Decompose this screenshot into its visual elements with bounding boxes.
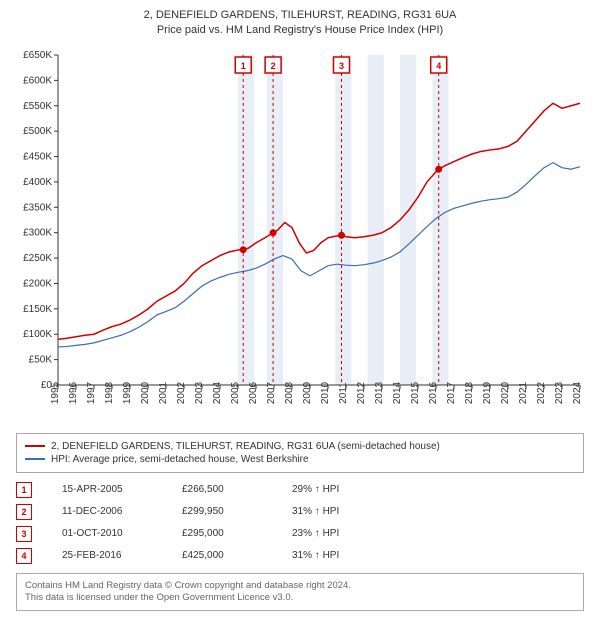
transaction-price: £425,000	[182, 550, 262, 561]
transaction-row: 1 15-APR-2005 £266,500 29% ↑ HPI	[16, 479, 584, 501]
legend-row: HPI: Average price, semi-detached house,…	[25, 453, 575, 466]
footer-line1: Contains HM Land Registry data © Crown c…	[25, 580, 575, 592]
legend: 2, DENEFIELD GARDENS, TILEHURST, READING…	[16, 433, 584, 473]
svg-text:£600K: £600K	[23, 75, 52, 86]
svg-text:£450K: £450K	[23, 151, 52, 162]
svg-text:£50K: £50K	[29, 354, 53, 365]
transaction-date: 01-OCT-2010	[62, 528, 152, 539]
transaction-price: £299,950	[182, 506, 262, 517]
title-line2: Price paid vs. HM Land Registry's House …	[8, 23, 592, 38]
svg-text:£550K: £550K	[23, 101, 52, 112]
transaction-row: 4 25-FEB-2016 £425,000 31% ↑ HPI	[16, 545, 584, 567]
svg-text:4: 4	[436, 61, 441, 71]
transaction-diff: 31% ↑ HPI	[292, 550, 372, 561]
svg-text:£650K: £650K	[23, 50, 52, 61]
transaction-row: 2 11-DEC-2006 £299,950 31% ↑ HPI	[16, 501, 584, 523]
transaction-row: 3 01-OCT-2010 £295,000 23% ↑ HPI	[16, 523, 584, 545]
legend-swatch	[25, 445, 45, 447]
transactions-table: 1 15-APR-2005 £266,500 29% ↑ HPI 2 11-DEC-200…	[16, 479, 584, 567]
legend-row: 2, DENEFIELD GARDENS, TILEHURST, READING…	[25, 440, 575, 453]
transaction-price: £266,500	[182, 484, 262, 495]
transaction-diff: 29% ↑ HPI	[292, 484, 372, 495]
transaction-date: 11-DEC-2006	[62, 506, 152, 517]
price-chart: £0£50K£100K£150K£200K£250K£300K£350K£400…	[10, 45, 590, 425]
legend-swatch	[25, 458, 45, 460]
transaction-diff: 31% ↑ HPI	[292, 506, 372, 517]
svg-text:1: 1	[241, 61, 246, 71]
svg-text:£350K: £350K	[23, 202, 52, 213]
svg-text:£150K: £150K	[23, 304, 52, 315]
transaction-price: £295,000	[182, 528, 262, 539]
title-line1: 2, DENEFIELD GARDENS, TILEHURST, READING…	[8, 8, 592, 23]
svg-text:£300K: £300K	[23, 227, 52, 238]
transaction-date: 25-FEB-2016	[62, 550, 152, 561]
svg-text:2: 2	[271, 61, 276, 71]
svg-text:£200K: £200K	[23, 278, 52, 289]
transaction-date: 15-APR-2005	[62, 484, 152, 495]
transaction-marker: 1	[16, 482, 32, 498]
legend-label: 2, DENEFIELD GARDENS, TILEHURST, READING…	[51, 441, 440, 452]
footer-line2: This data is licensed under the Open Gov…	[25, 592, 575, 604]
transaction-diff: 23% ↑ HPI	[292, 528, 372, 539]
transaction-marker: 2	[16, 504, 32, 520]
svg-text:£250K: £250K	[23, 253, 52, 264]
chart-title-block: 2, DENEFIELD GARDENS, TILEHURST, READING…	[8, 8, 592, 39]
svg-text:£100K: £100K	[23, 329, 52, 340]
svg-text:£400K: £400K	[23, 177, 52, 188]
transaction-marker: 3	[16, 526, 32, 542]
legend-label: HPI: Average price, semi-detached house,…	[51, 454, 309, 465]
transaction-marker: 4	[16, 548, 32, 564]
data-attribution: Contains HM Land Registry data © Crown c…	[16, 573, 584, 612]
svg-text:£500K: £500K	[23, 126, 52, 137]
svg-text:3: 3	[339, 61, 344, 71]
